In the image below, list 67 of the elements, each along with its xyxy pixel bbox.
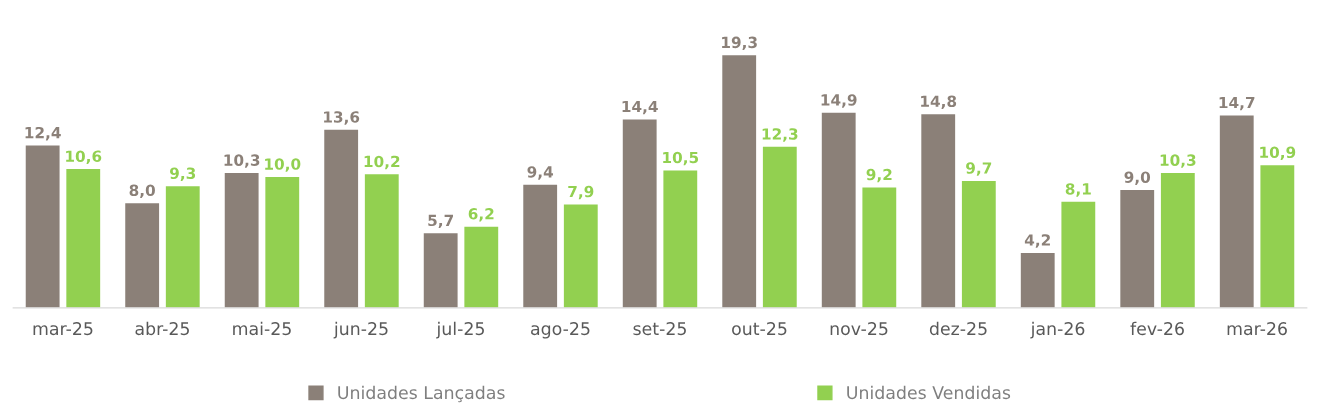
x-tick-label: dez-25 [929,321,987,336]
x-tick-label: fev-26 [1130,321,1184,336]
x-tick-label: mar-25 [33,322,93,336]
x-tick-label: mai-25 [233,321,291,336]
data-label: 8,0 [129,184,155,198]
bar [464,226,499,308]
bar [523,184,558,308]
data-label: 9,4 [527,166,554,180]
x-tick-label: jun-25 [333,321,388,339]
data-label: 10,3 [224,154,260,168]
data-label: 10,9 [1260,146,1296,161]
bar [1160,173,1195,308]
data-label: 9,7 [966,162,992,176]
data-label: 10,6 [66,150,102,164]
bar [1020,252,1055,308]
bar [1061,201,1096,308]
data-label: 12,4 [25,126,61,141]
bar [961,180,996,308]
bar [423,233,458,308]
x-tick-label: ago-25 [531,322,590,339]
bar [364,174,399,308]
data-label: 14,7 [1219,96,1255,111]
data-label: 10,5 [663,151,699,166]
bar [1260,165,1295,308]
bar [862,187,897,308]
data-label: 7,9 [568,185,594,200]
x-tick-label: jul-25 [436,321,484,339]
bar [224,173,259,308]
legend-label: Unidades Vendidas [847,385,1011,400]
bar [921,114,956,308]
x-tick-label: out-25 [732,322,787,336]
data-label: 14,4 [622,100,658,115]
bar [622,119,657,308]
data-label: 5,7 [428,214,453,229]
data-label: 13,6 [324,111,360,125]
data-label: 9,3 [170,167,196,181]
x-tick-label: set-25 [633,322,686,336]
data-label: 14,9 [821,94,857,108]
data-label: 6,2 [468,208,494,222]
bar [762,146,797,308]
data-label: 14,8 [921,95,957,109]
data-label: 10,3 [1160,154,1196,168]
bar [563,204,598,308]
data-label: 4,2 [1024,234,1050,248]
legend-label: Unidades Lançadas [338,385,505,403]
data-label: 10,0 [265,158,301,172]
bar [663,170,698,308]
bar [1120,190,1155,308]
data-label: 10,2 [364,155,400,170]
x-tick-label: mar-26 [1227,322,1287,336]
data-label: 9,2 [866,168,892,183]
bar [821,112,856,308]
bar [324,129,359,308]
data-label: 19,3 [722,36,757,51]
bar [722,55,757,308]
data-label: 12,3 [762,128,798,142]
bar [165,186,200,308]
bar [1219,115,1254,308]
bar [66,169,101,308]
data-label: 8,1 [1065,183,1091,197]
bar [25,145,60,308]
x-tick-label: jan-26 [1030,321,1085,339]
x-tick-label: abr-25 [135,321,189,336]
bar [125,203,160,308]
data-label: 9,0 [1124,171,1151,185]
x-tick-label: nov-25 [830,322,888,336]
bar [265,176,300,308]
